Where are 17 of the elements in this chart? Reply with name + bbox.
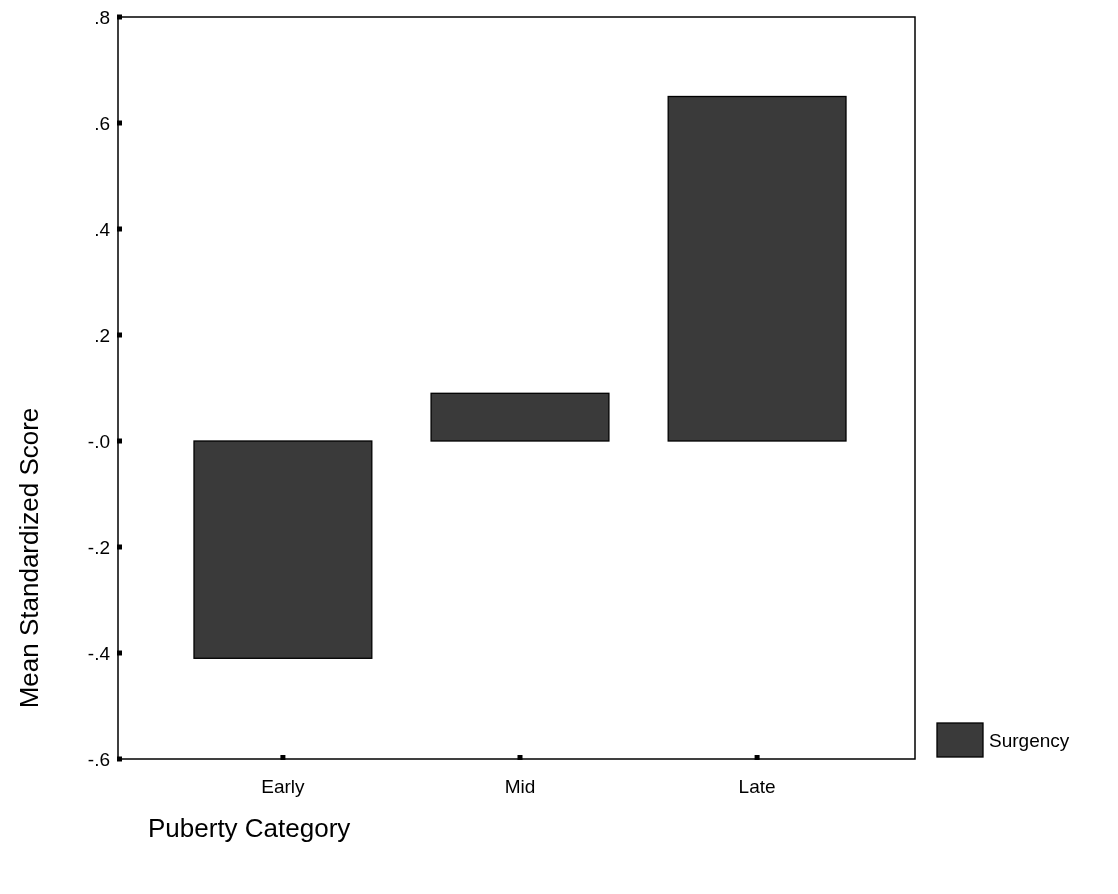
- x-tick-label: Early: [261, 776, 306, 797]
- y-tick-label: .4: [94, 218, 111, 240]
- bar: [667, 95, 847, 442]
- x-tick-label: Mid: [504, 776, 536, 797]
- x-axis-title: Puberty Category: [148, 813, 351, 843]
- y-tick-label: .2: [94, 324, 110, 346]
- y-tick-label: .6: [94, 112, 110, 134]
- y-axis-title: Mean Standardized Score: [14, 407, 44, 709]
- y-tick-label: .8: [94, 6, 110, 28]
- y-tick-label: -.2: [87, 536, 110, 558]
- legend-label: Surgency: [989, 729, 1070, 751]
- bar: [193, 440, 373, 659]
- x-tick-label: Late: [738, 776, 776, 797]
- y-tick-label: -.6: [87, 748, 110, 770]
- y-tick-label: -.0: [87, 430, 110, 452]
- y-tick-label: -.4: [87, 642, 111, 664]
- bar: [430, 392, 610, 442]
